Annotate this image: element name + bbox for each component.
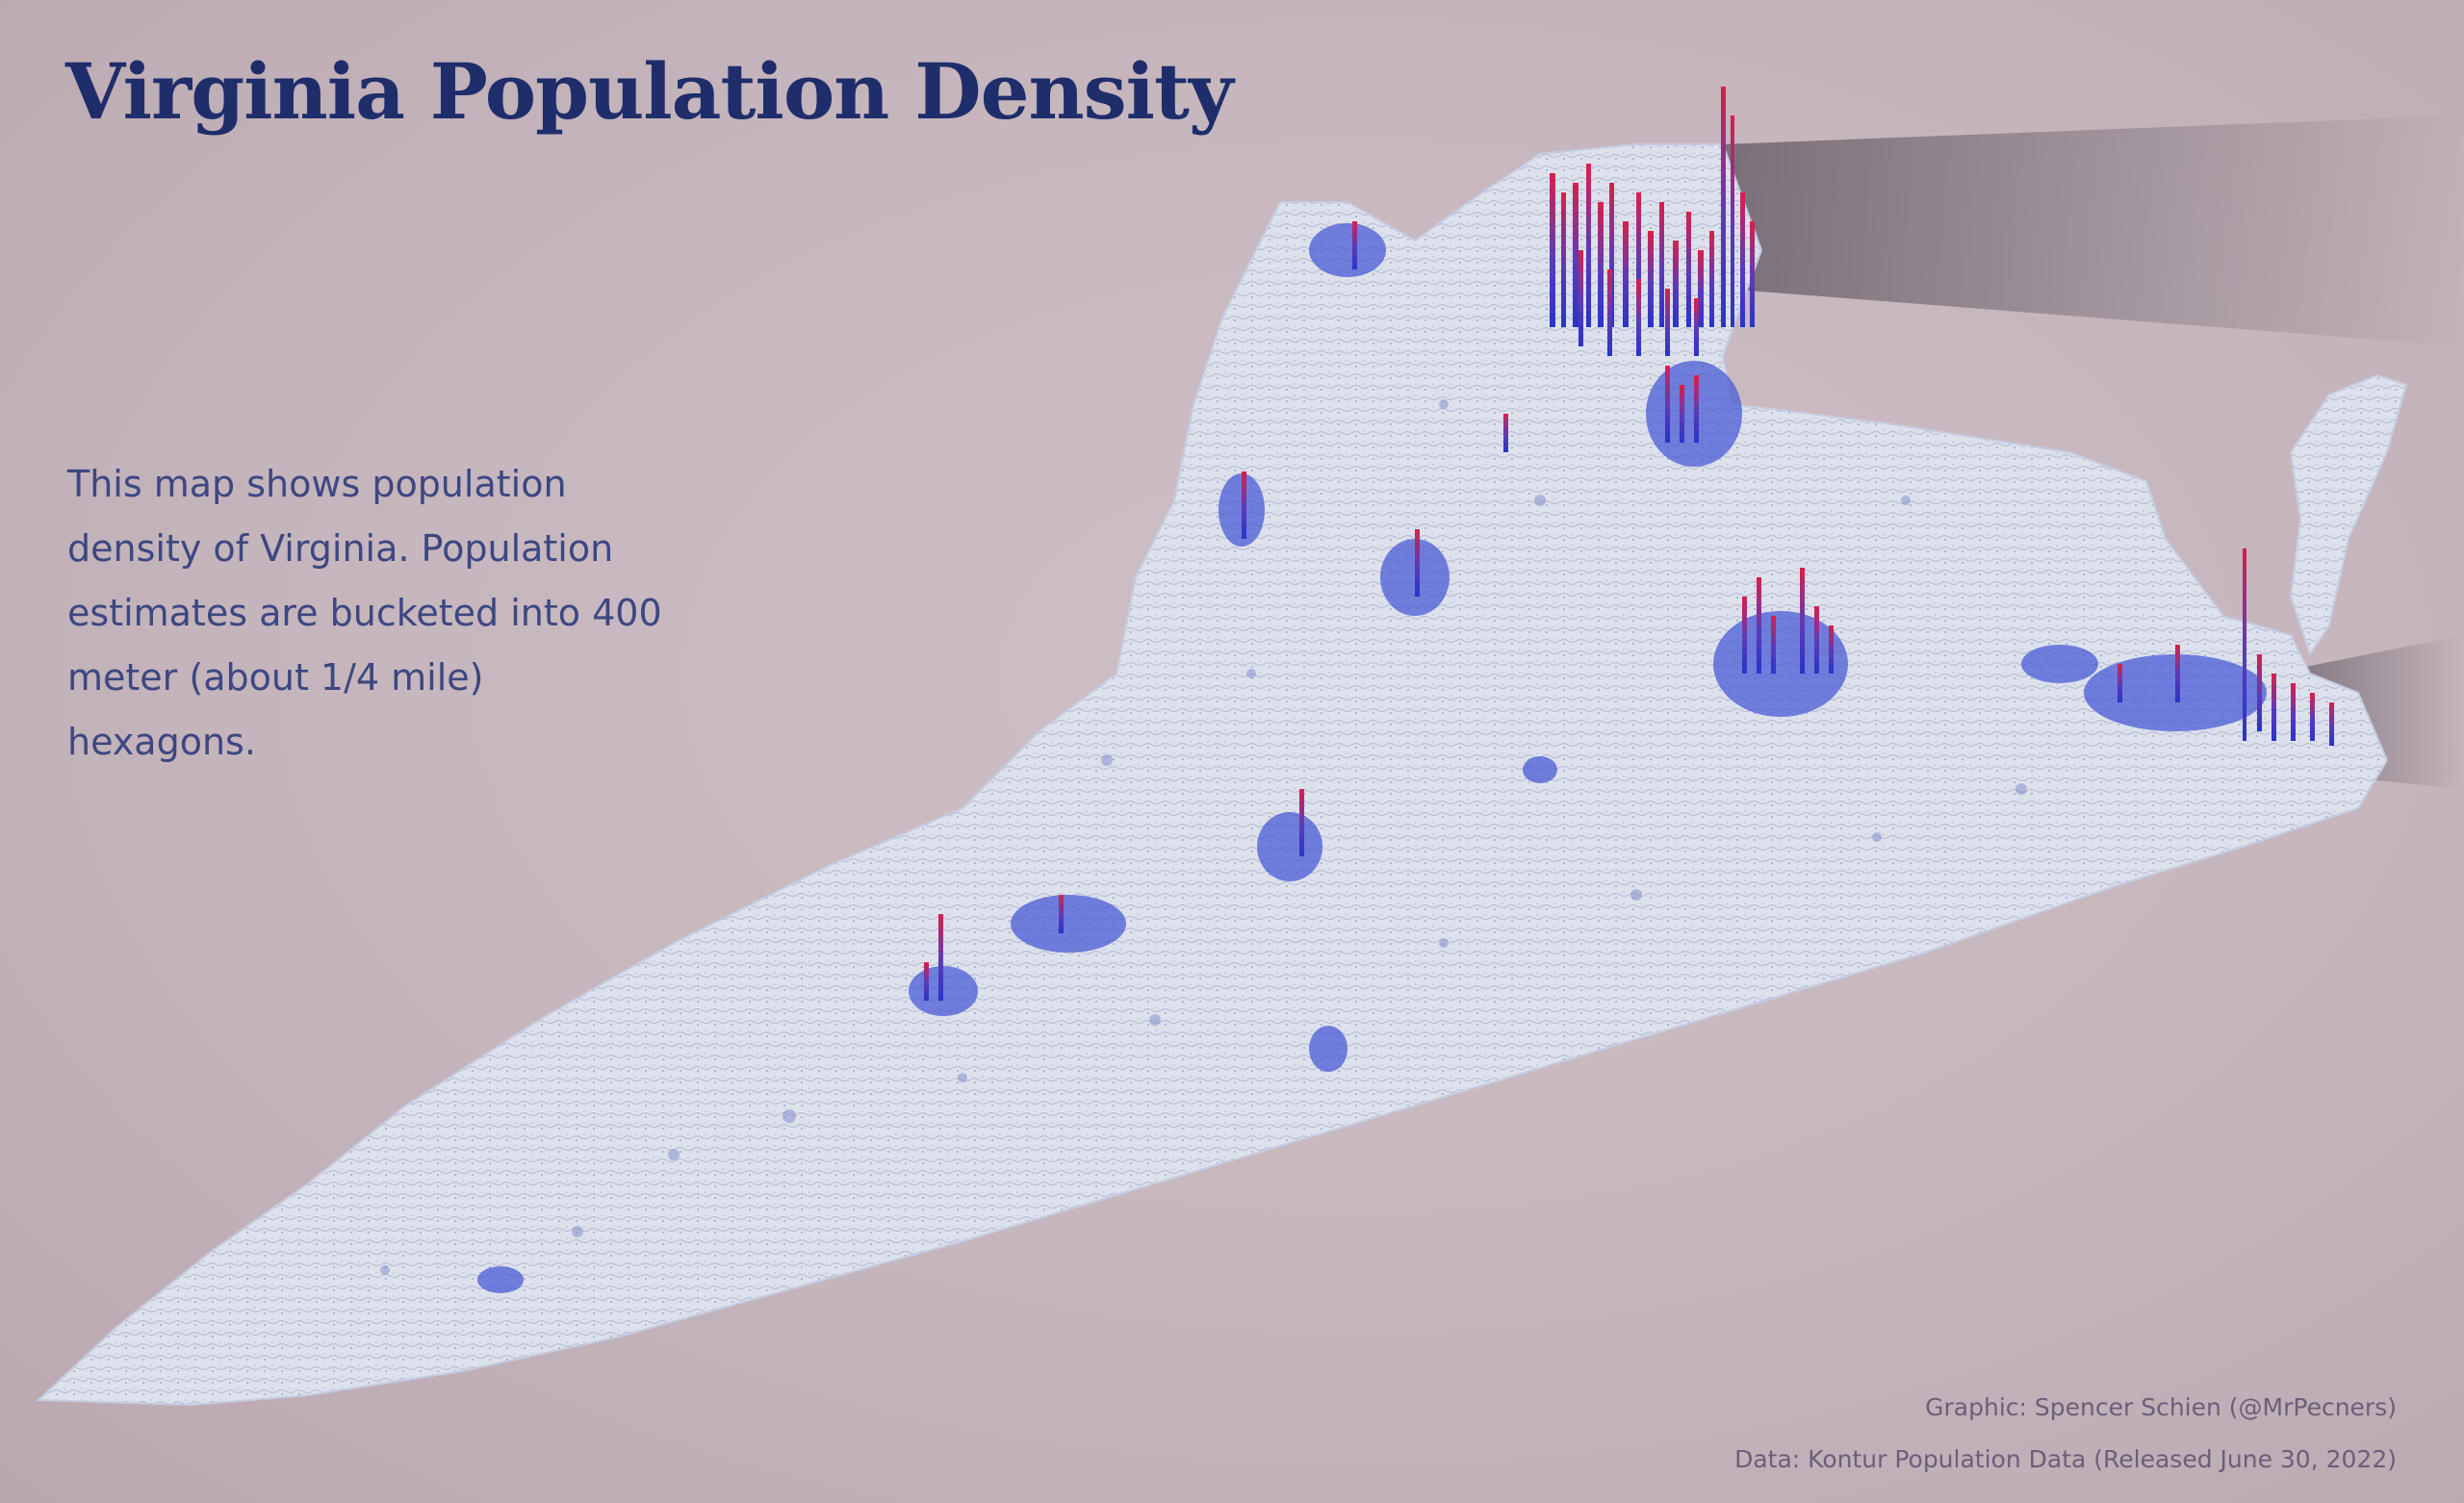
credits: Graphic: Spencer Schien (@MrPecners) Dat… [1734,1382,2397,1486]
eastern-shore [2289,373,2408,657]
graphic-credit: Graphic: Spencer Schien (@MrPecners) [1925,1393,2397,1421]
density-spikes [924,87,2334,1001]
terrain-specks [380,399,2027,1275]
virginia-landmass [36,143,2389,1407]
page-title: Virginia Population Density [65,46,1233,137]
map-description: This map shows population density of Vir… [67,463,662,763]
data-credit: Data: Kontur Population Data (Released J… [1734,1445,2397,1473]
